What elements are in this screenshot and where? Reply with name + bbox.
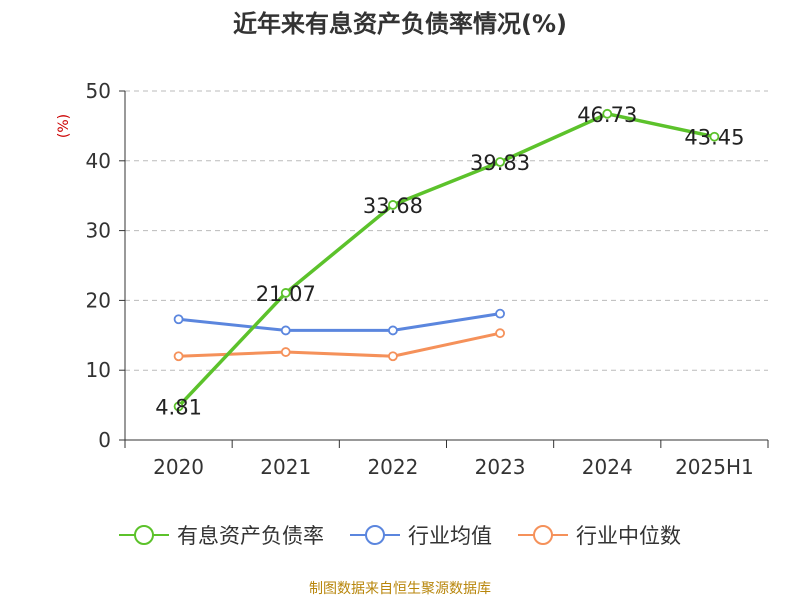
legend-marker-industry-median: [518, 525, 568, 545]
data-label: 43.45: [684, 126, 744, 150]
data-label: 21.07: [256, 282, 316, 306]
data-point-1: [495, 308, 505, 319]
series-line-0: [177, 112, 715, 408]
data-point-0: [602, 108, 613, 119]
legend: 有息资产负债率 行业均值 行业中位数: [0, 520, 800, 550]
legend-label-industry-mean: 行业均值: [408, 524, 492, 548]
data-point-0: [388, 200, 398, 210]
legend-item-debt-ratio[interactable]: 有息资产负债率: [119, 520, 324, 550]
data-label: 33.68: [363, 194, 423, 218]
data-point-2: [173, 351, 184, 362]
x-tick-label: 2022: [367, 455, 418, 479]
legend-marker-industry-mean: [350, 525, 400, 545]
data-point-0: [280, 288, 291, 298]
data-label: 46.73: [577, 103, 637, 127]
y-tick-label: 20: [86, 288, 111, 312]
legend-item-industry-mean[interactable]: 行业均值: [350, 520, 492, 550]
chart-title: 近年来有息资产负债率情况(%): [233, 10, 567, 38]
x-tick-label: 2020: [153, 455, 204, 479]
legend-label-debt-ratio: 有息资产负债率: [177, 524, 324, 548]
series-line-1: [178, 312, 501, 332]
x-tick-label: 2025H1: [675, 455, 754, 479]
series-line-2: [178, 331, 501, 358]
data-point-0: [495, 157, 505, 167]
x-tick-label: 2024: [582, 455, 633, 479]
legend-marker-debt-ratio: [119, 525, 169, 545]
data-label: 39.83: [470, 151, 530, 175]
y-tick-label: 10: [86, 358, 111, 382]
data-point-1: [280, 325, 291, 336]
data-point-2: [495, 328, 505, 339]
data-point-2: [388, 351, 398, 362]
y-tick-label: 40: [86, 149, 111, 173]
y-axis-title: (%): [56, 114, 72, 138]
data-point-0: [709, 131, 720, 142]
x-tick-label: 2023: [475, 455, 526, 479]
data-point-0: [173, 401, 184, 412]
data-point-2: [280, 347, 291, 357]
data-source-note: 制图数据来自恒生聚源数据库: [309, 581, 491, 597]
y-tick-label: 30: [86, 219, 111, 243]
data-point-1: [173, 314, 184, 325]
data-label: 4.81: [155, 395, 202, 419]
x-tick-label: 2021: [260, 455, 311, 479]
y-tick-label: 0: [98, 428, 111, 452]
y-tick-label: 50: [86, 79, 111, 103]
legend-item-industry-median[interactable]: 行业中位数: [518, 520, 681, 550]
legend-label-industry-median: 行业中位数: [576, 524, 681, 548]
data-point-1: [388, 325, 398, 336]
